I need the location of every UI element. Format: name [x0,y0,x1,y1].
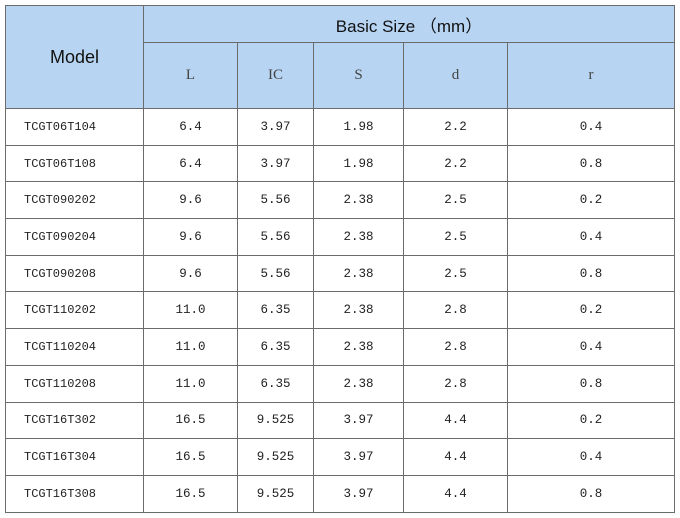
header-row: Model Basic Size （mm） [5,4,675,109]
value-cell: 4.4 [403,401,508,440]
data-row: TCGT16T308 16.5 9.525 3.97 4.4 0.8 [5,474,675,513]
value-cell: 16.5 [143,401,238,440]
data-row: TCGT16T302 16.5 9.525 3.97 4.4 0.2 [5,401,675,440]
value-cell: 3.97 [313,401,404,440]
value-cell: 6.4 [143,108,238,146]
value-cell: 1.98 [313,144,404,183]
value-cell: 0.8 [507,254,675,293]
table-body: TCGT06T104 6.4 3.97 1.98 2.2 0.4 TCGT06T108 6.4… [5,108,675,513]
value-cell: 2.2 [403,144,508,183]
group-header: Basic Size （mm） [143,4,675,44]
model-cell: TCGT110204 [5,328,144,366]
value-cell: 4.4 [403,474,508,513]
value-cell: 11.0 [143,328,238,366]
value-cell: 6.35 [237,291,314,330]
data-row: TCGT110204 11.0 6.35 2.38 2.8 0.4 [5,328,675,366]
value-cell: 2.38 [313,328,404,366]
data-row: TCGT06T104 6.4 3.97 1.98 2.2 0.4 [5,108,675,146]
value-cell: 2.8 [403,328,508,366]
data-row: TCGT090204 9.6 5.56 2.38 2.5 0.4 [5,218,675,256]
model-cell: TCGT16T304 [5,438,144,476]
value-cell: 11.0 [143,364,238,403]
value-cell: 2.2 [403,108,508,146]
value-cell: 2.5 [403,218,508,256]
value-cell: 0.2 [507,181,675,220]
model-cell: TCGT06T104 [5,108,144,146]
value-cell: 0.4 [507,218,675,256]
value-cell: 11.0 [143,291,238,330]
value-cell: 0.2 [507,291,675,330]
value-cell: 9.6 [143,254,238,293]
model-cell: TCGT16T308 [5,474,144,513]
value-cell: 1.98 [313,108,404,146]
value-cell: 0.8 [507,474,675,513]
column-header: r [507,42,675,109]
value-cell: 2.38 [313,291,404,330]
value-cell: 16.5 [143,474,238,513]
data-row: TCGT090202 9.6 5.56 2.38 2.5 0.2 [5,181,675,220]
value-cell: 5.56 [237,218,314,256]
column-header: d [403,42,508,109]
value-cell: 9.6 [143,181,238,220]
value-cell: 2.38 [313,364,404,403]
value-cell: 2.8 [403,291,508,330]
value-cell: 9.525 [237,474,314,513]
column-header: L [143,42,238,109]
value-cell: 0.2 [507,401,675,440]
data-row: TCGT110208 11.0 6.35 2.38 2.8 0.8 [5,364,675,403]
value-cell: 3.97 [313,438,404,476]
value-cell: 0.8 [507,144,675,183]
value-cell: 4.4 [403,438,508,476]
model-cell: TCGT110202 [5,291,144,330]
model-cell: TCGT090208 [5,254,144,293]
value-cell: 3.97 [237,108,314,146]
value-cell: 2.5 [403,254,508,293]
value-cell: 2.5 [403,181,508,220]
value-cell: 0.8 [507,364,675,403]
model-cell: TCGT110208 [5,364,144,403]
value-cell: 9.6 [143,218,238,256]
model-cell: TCGT16T302 [5,401,144,440]
value-cell: 2.38 [313,218,404,256]
value-cell: 3.97 [313,474,404,513]
data-row: TCGT090208 9.6 5.56 2.38 2.5 0.8 [5,254,675,293]
data-row: TCGT110202 11.0 6.35 2.38 2.8 0.2 [5,291,675,330]
model-header: Model [5,5,144,109]
value-cell: 2.38 [313,254,404,293]
value-cell: 0.4 [507,108,675,146]
value-cell: 6.4 [143,144,238,183]
value-cell: 2.8 [403,364,508,403]
value-cell: 16.5 [143,438,238,476]
value-cell: 2.38 [313,181,404,220]
value-cell: 5.56 [237,181,314,220]
value-cell: 6.35 [237,328,314,366]
value-cell: 9.525 [237,438,314,476]
value-cell: 0.4 [507,328,675,366]
value-cell: 3.97 [237,144,314,183]
value-cell: 9.525 [237,401,314,440]
model-cell: TCGT06T108 [5,144,144,183]
value-cell: 6.35 [237,364,314,403]
model-cell: TCGT090204 [5,218,144,256]
value-cell: 5.56 [237,254,314,293]
data-row: TCGT16T304 16.5 9.525 3.97 4.4 0.4 [5,438,675,476]
column-header: IC [237,42,314,109]
column-header: S [313,42,404,109]
data-row: TCGT06T108 6.4 3.97 1.98 2.2 0.8 [5,144,675,183]
value-cell: 0.4 [507,438,675,476]
model-cell: TCGT090202 [5,181,144,220]
